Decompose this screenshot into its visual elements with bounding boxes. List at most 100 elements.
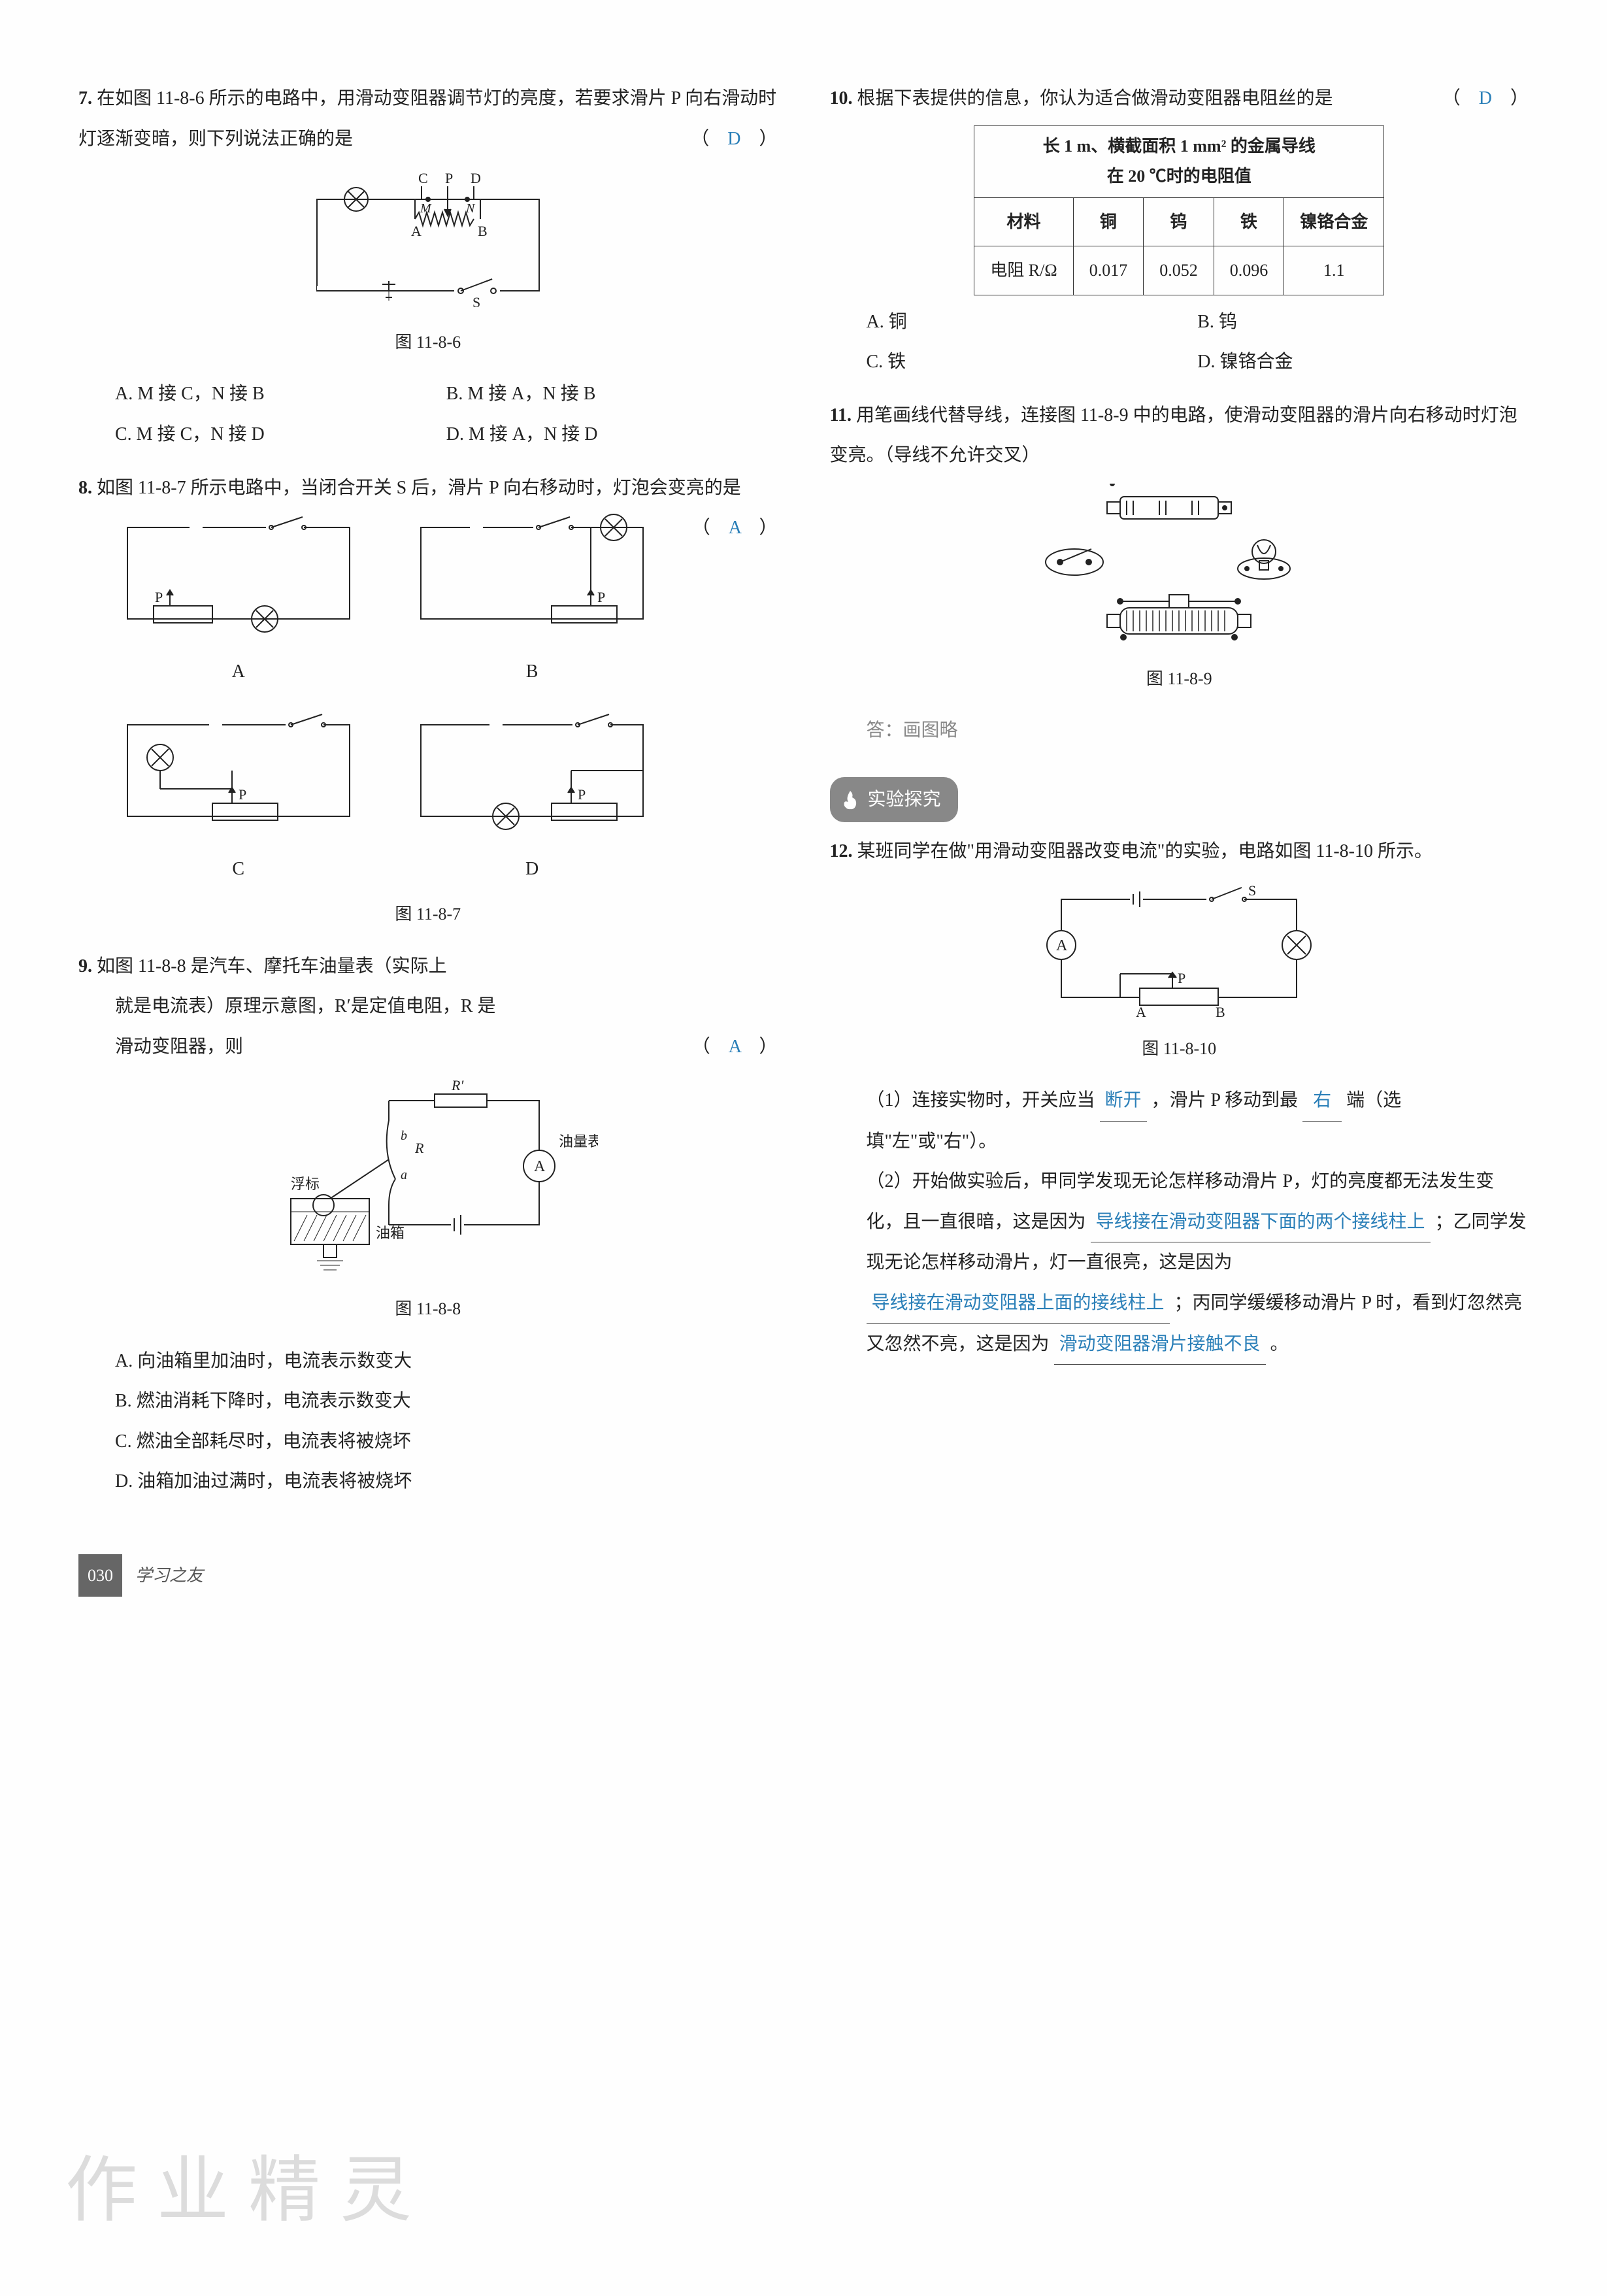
q9-options: A. 向油箱里加油时，电流表示数变大 B. 燃油消耗下降时，电流表示数变大 C.…	[78, 1341, 778, 1502]
q10-v1: 0.052	[1144, 246, 1214, 295]
svg-text:浮标: 浮标	[291, 1176, 320, 1192]
q11-figure: 图 11-8-9	[830, 484, 1529, 697]
q9-opt-c: C. 燃油全部耗尽时，电流表将被烧坏	[115, 1422, 778, 1462]
q11-answer-line: 答：画图略	[830, 710, 1529, 751]
q9-opt-a: A. 向油箱里加油时，电流表示数变大	[115, 1341, 778, 1382]
q10-table-title-1: 长 1 m、横截面积 1 mm² 的金属导线	[990, 131, 1368, 162]
q10-h4: 镍铬合金	[1284, 198, 1384, 246]
question-9: 9. 如图 11-8-8 是汽车、摩托车油量表（实际上 就是电流表）原理示意图，…	[78, 946, 778, 1502]
q10-table: 长 1 m、横截面积 1 mm² 的金属导线 在 20 ℃时的电阻值 材料 铜 …	[974, 125, 1384, 295]
question-12: 12. 某班同学在做"用滑动变阻器改变电流"的实验，电路如图 11-8-10 所…	[830, 831, 1529, 1365]
svg-text:P: P	[578, 786, 586, 803]
q10-header-row: 材料 铜 钨 铁 镍铬合金	[974, 198, 1384, 246]
svg-text:A: A	[1056, 937, 1068, 954]
q10-v2: 0.096	[1214, 246, 1284, 295]
q12-p1-blank1: 断开	[1100, 1080, 1147, 1122]
q10-h3: 铁	[1214, 198, 1284, 246]
q12-p2-blank3: 滑动变阻器滑片接触不良	[1054, 1324, 1266, 1365]
q8-num: 8.	[78, 478, 92, 498]
footer-label: 学习之友	[135, 1557, 203, 1594]
q10-table-title-2: 在 20 ℃时的电阻值	[990, 161, 1368, 192]
q10-h1: 铜	[1073, 198, 1144, 246]
svg-text:油量表: 油量表	[559, 1133, 598, 1150]
q12-p1-blank2: 右	[1302, 1080, 1342, 1122]
q8-fig-a: P	[114, 508, 363, 639]
q10-num: 10.	[830, 88, 853, 108]
svg-text:R′: R′	[451, 1077, 464, 1093]
question-8: 8. 如图 11-8-7 所示电路中，当闭合开关 S 后，滑片 P 向右移动时，…	[78, 468, 778, 933]
q7-caption: 图 11-8-6	[78, 324, 778, 361]
q7-opt-c: C. M 接 C，N 接 D	[115, 414, 446, 455]
q7-num: 7.	[78, 88, 92, 108]
q9-caption: 图 11-8-8	[78, 1290, 778, 1327]
q11-ans-text: 画图略	[903, 720, 958, 740]
svg-text:R: R	[414, 1140, 424, 1156]
q10-opt-b: B. 钨	[1197, 302, 1529, 342]
q9-figure: R′ A 油量表 R b a	[78, 1074, 778, 1327]
q12-part2: （2）开始做实验后，甲同学发现无论怎样移动滑片 P，灯的亮度都无法发生变化，且一…	[830, 1161, 1529, 1365]
q8-caption: 图 11-8-7	[78, 895, 778, 933]
q8-label-d: D	[525, 849, 538, 890]
q8-label-a: A	[232, 652, 245, 692]
q12-num: 12.	[830, 841, 853, 861]
q9-opt-b: B. 燃油消耗下降时，电流表示数变大	[115, 1381, 778, 1422]
q8-fig-c: P	[114, 705, 363, 836]
watermark: 作业精灵	[65, 2112, 431, 2270]
q12-p2-blank2: 导线接在滑动变阻器上面的接线柱上	[867, 1283, 1170, 1324]
q10-h2: 钨	[1144, 198, 1214, 246]
q10-h0: 材料	[974, 198, 1073, 246]
q9-num: 9.	[78, 956, 92, 976]
svg-text:P: P	[1178, 970, 1185, 986]
svg-text:P: P	[597, 589, 605, 605]
question-10: 10. 根据下表提供的信息，你认为适合做滑动变阻器电阻丝的是 （ D ） 长 1…	[830, 78, 1529, 382]
svg-text:A: A	[411, 223, 422, 239]
question-11: 11. 用笔画线代替导线，连接图 11-8-9 中的电路，使滑动变阻器的滑片向右…	[830, 395, 1529, 751]
svg-text:油箱: 油箱	[376, 1225, 405, 1241]
q12-caption: 图 11-8-10	[830, 1030, 1529, 1067]
svg-text:P: P	[239, 786, 246, 803]
svg-text:b: b	[401, 1129, 407, 1143]
q7-figure: C D P M N A B	[78, 167, 778, 361]
svg-text:D: D	[471, 170, 481, 186]
q8-fig-b: P	[408, 508, 656, 639]
q9-text-l2: 就是电流表）原理示意图，R′是定值电阻，R 是	[78, 986, 778, 1027]
q12-p1-pre: （1）连接实物时，开关应当	[867, 1090, 1095, 1110]
flame-icon	[839, 789, 861, 811]
section-badge-label: 实验探究	[868, 780, 941, 820]
page-footer: 030 学习之友	[78, 1554, 1529, 1597]
q10-opt-d: D. 镍铬合金	[1197, 342, 1529, 382]
q8-answer: A	[729, 518, 741, 538]
q11-num: 11.	[830, 405, 852, 425]
q9-text-l1: 如图 11-8-8 是汽车、摩托车油量表（实际上	[97, 956, 447, 976]
q11-caption: 图 11-8-9	[830, 660, 1529, 697]
q12-p2-post: 。	[1270, 1334, 1289, 1354]
q7-opt-d: D. M 接 A，N 接 D	[446, 414, 778, 455]
q8-fig-d: P	[408, 705, 656, 836]
q9-answer: A	[729, 1037, 741, 1057]
svg-text:A: A	[1136, 1004, 1146, 1020]
q10-v0: 0.017	[1073, 246, 1144, 295]
q10-v3: 1.1	[1284, 246, 1384, 295]
q7-text: 在如图 11-8-6 所示的电路中，用滑动变阻器调节灯的亮度，若要求滑片 P 向…	[78, 88, 776, 149]
svg-text:B: B	[478, 223, 488, 239]
svg-text:S: S	[1248, 882, 1256, 899]
q12-text: 某班同学在做"用滑动变阻器改变电流"的实验，电路如图 11-8-10 所示。	[857, 841, 1433, 861]
q10-opt-c: C. 铁	[867, 342, 1198, 382]
q10-answer-paren: （ D ）	[1442, 78, 1529, 119]
question-7: 7. 在如图 11-8-6 所示的电路中，用滑动变阻器调节灯的亮度，若要求滑片 …	[78, 78, 778, 455]
q8-answer-paren: （ A ）	[692, 508, 778, 548]
section-badge-experiment: 实验探究	[830, 777, 958, 823]
q7-answer: D	[727, 129, 740, 149]
svg-text:a: a	[401, 1168, 407, 1182]
q12-figure: S A P A B 图 11-8-10	[830, 880, 1529, 1067]
q10-text: 根据下表提供的信息，你认为适合做滑动变阻器电阻丝的是	[857, 88, 1333, 108]
q11-text: 用笔画线代替导线，连接图 11-8-9 中的电路，使滑动变阻器的滑片向右移动时灯…	[830, 405, 1517, 466]
q9-text-l3: 滑动变阻器，则	[115, 1037, 243, 1057]
svg-text:A: A	[534, 1158, 546, 1175]
q8-text: 如图 11-8-7 所示电路中，当闭合开关 S 后，滑片 P 向右移动时，灯泡会…	[97, 478, 741, 498]
svg-text:P: P	[445, 170, 453, 186]
q12-part1: （1）连接实物时，开关应当 断开 ，滑片 P 移动到最 右 端（选填"左"或"右…	[830, 1080, 1529, 1161]
q7-options: A. M 接 C，N 接 B B. M 接 A，N 接 B C. M 接 C，N…	[78, 374, 778, 454]
q7-answer-paren: （ D ）	[691, 119, 777, 159]
q7-opt-a: A. M 接 C，N 接 B	[115, 374, 446, 414]
